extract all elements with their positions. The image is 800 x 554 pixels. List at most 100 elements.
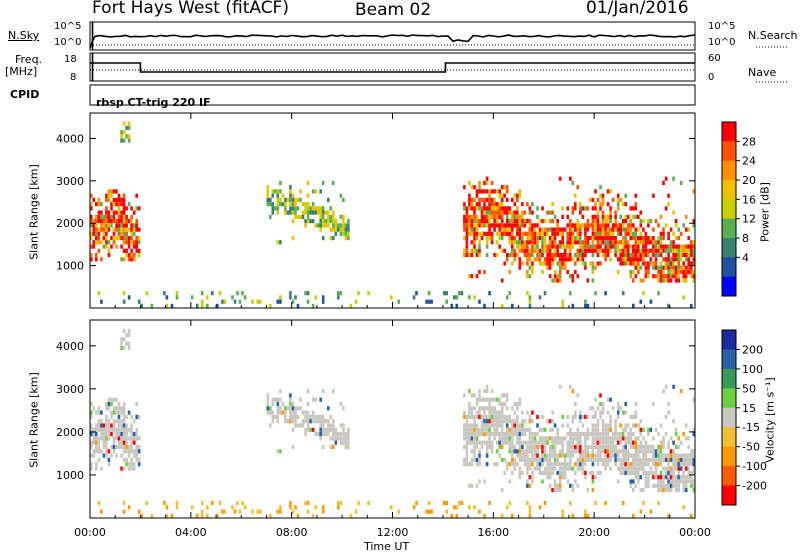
echo-cell [652,244,655,249]
echo-cell [127,505,131,510]
echo-cell [120,130,123,135]
echo-cell [594,436,597,441]
echo-cell [541,479,544,484]
echo-cell [256,299,259,304]
echo-cell [604,449,607,454]
echo-cell [319,227,322,232]
echo-cell [304,419,307,424]
echo-cell [90,214,93,219]
echo-cell [536,453,539,458]
echo-cell [548,444,552,450]
echo-cell [412,505,416,510]
echo-cell [624,427,627,432]
echo-cell [97,410,101,415]
echo-cell [604,252,607,258]
echo-cell [130,219,133,224]
echo-cell [503,193,506,198]
echo-cell [321,423,325,428]
echo-cell [483,440,486,445]
echo-cell [236,500,239,506]
echo-cell [289,406,292,411]
echo-cell [553,269,557,275]
echo-cell [306,210,310,215]
echo-cell [667,479,670,484]
echo-cell [329,423,333,428]
echo-cell [632,432,635,437]
echo-cell [609,210,612,215]
echo-cell [306,299,310,304]
echo-cell [334,440,338,445]
echo-cell [528,248,532,253]
echo-cell [569,248,572,253]
echo-cell [430,509,433,514]
echo-cell [470,414,474,419]
echo-cell [127,436,131,441]
echo-cell [132,419,136,424]
echo-cell [465,436,469,441]
x-tick-label: 08:00 [276,526,308,539]
echo-cell [538,261,542,266]
echo-cell [637,475,640,480]
echo-cell [90,257,93,262]
echo-cell [558,462,562,467]
echo-cell [521,231,524,236]
echo-cell [291,406,295,411]
echo-cell [122,406,126,411]
echo-cell [327,406,330,411]
echo-cell [485,384,489,389]
echo-cell [621,500,625,506]
echo-cell [523,210,527,215]
echo-cell [687,257,690,262]
echo-cell [684,214,688,219]
echo-cell [548,466,552,471]
echo-cell [505,505,509,510]
echo-cell [659,470,663,475]
echo-cell [120,257,123,262]
echo-cell [281,401,285,407]
echo-cell [327,419,330,424]
echo-cell [442,291,446,296]
echo-cell [500,393,504,398]
echo-cell [679,466,683,471]
echo-cell [528,462,532,467]
y-tick-label: 3000 [56,383,84,396]
echo-cell [659,261,663,266]
echo-cell [579,231,582,236]
echo-cell [495,214,499,219]
echo-cell [281,410,285,415]
echo-cell [465,423,469,428]
echo-cell [311,397,315,402]
echo-cell [110,432,113,437]
echo-cell [495,206,499,211]
echo-cell [659,475,663,480]
echo-cell [289,291,292,296]
echo-cell [327,219,330,224]
echo-cell [299,397,302,402]
echo-cell [553,252,557,258]
echo-cell [531,449,534,454]
echo-cell [546,244,549,249]
echo-cell [480,236,484,241]
echo-cell [642,444,645,450]
echo-cell [526,457,529,462]
echo-cell [483,189,486,194]
nave-tick-top: 60 [708,53,721,64]
echo-cell [316,210,320,215]
echo-cell [122,227,126,232]
echo-cell [649,470,653,475]
echo-cell [95,444,98,450]
echo-cell [112,240,116,245]
echo-cell [677,475,680,480]
echo-cell [672,240,675,245]
echo-cell [122,414,126,419]
echo-cell [470,427,474,432]
echo-cell [611,444,615,450]
echo-cell [508,219,512,224]
echo-cell [669,261,673,266]
echo-cell [463,236,466,241]
echo-cell [516,244,519,249]
echo-cell [632,206,635,211]
echo-cell [284,419,287,424]
echo-cell [294,206,297,211]
echo-cell [667,269,670,275]
